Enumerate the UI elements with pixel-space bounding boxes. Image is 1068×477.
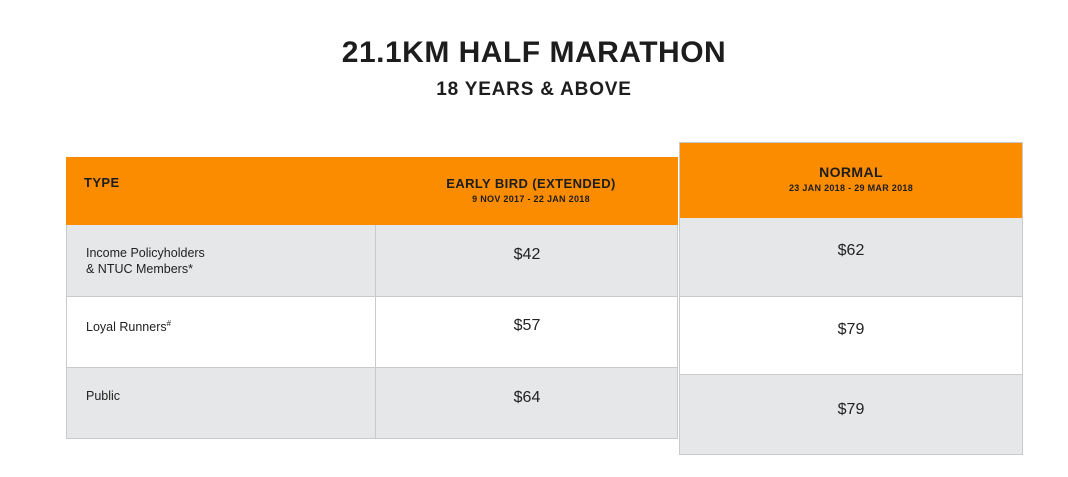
row-type-label: Loyal Runners# <box>86 316 171 335</box>
column-header-early-bird: EARLY BIRD (EXTENDED) 9 NOV 2017 - 22 JA… <box>376 176 686 204</box>
row-divider <box>66 367 678 368</box>
price-normal: $62 <box>837 242 865 259</box>
column-header-type: TYPE <box>84 175 120 190</box>
table-border-bottom <box>66 438 678 439</box>
price-early-bird: $57 <box>513 317 541 334</box>
normal-row: $79 <box>680 374 1022 454</box>
row-divider <box>66 296 678 297</box>
page-subtitle: 18 YEARS & ABOVE <box>436 79 632 100</box>
table-border-right <box>677 225 678 439</box>
row-type-footnote-mark: # <box>166 319 172 328</box>
page-title: 21.1KM HALF MARATHON <box>341 36 727 69</box>
price-normal: $79 <box>837 321 865 338</box>
row-divider <box>680 296 1022 297</box>
normal-dates: 23 JAN 2018 - 29 MAR 2018 <box>788 183 914 193</box>
row-type-line: Income Policyholders <box>86 246 205 260</box>
row-type-label: Public <box>86 388 120 404</box>
normal-row: $79 <box>680 296 1022 374</box>
early-bird-dates: 9 NOV 2017 - 22 JAN 2018 <box>472 194 590 204</box>
table-border-left <box>66 225 67 439</box>
column-header-normal: NORMAL 23 JAN 2018 - 29 MAR 2018 <box>680 143 1022 218</box>
row-type-line: & NTUC Members* <box>86 262 193 276</box>
price-early-bird: $64 <box>513 389 541 406</box>
normal-row: $62 <box>680 218 1022 296</box>
table-row: Income Policyholders & NTUC Members* $42 <box>66 225 678 296</box>
row-type-line: Public <box>86 389 121 403</box>
column-divider <box>375 225 376 439</box>
early-bird-label: EARLY BIRD (EXTENDED) <box>446 176 616 191</box>
row-type-line: Loyal Runners <box>86 320 167 335</box>
table-row: Loyal Runners# $57 <box>66 296 678 367</box>
price-normal: $79 <box>837 401 865 418</box>
price-early-bird: $42 <box>513 246 541 263</box>
table-header-left: TYPE EARLY BIRD (EXTENDED) 9 NOV 2017 - … <box>66 157 678 225</box>
row-type-label: Income Policyholders & NTUC Members* <box>86 245 205 277</box>
table-row: Public $64 <box>66 367 678 439</box>
normal-label: NORMAL <box>819 164 883 180</box>
row-divider <box>680 374 1022 375</box>
normal-price-column: NORMAL 23 JAN 2018 - 29 MAR 2018 $62 $79… <box>680 143 1022 454</box>
